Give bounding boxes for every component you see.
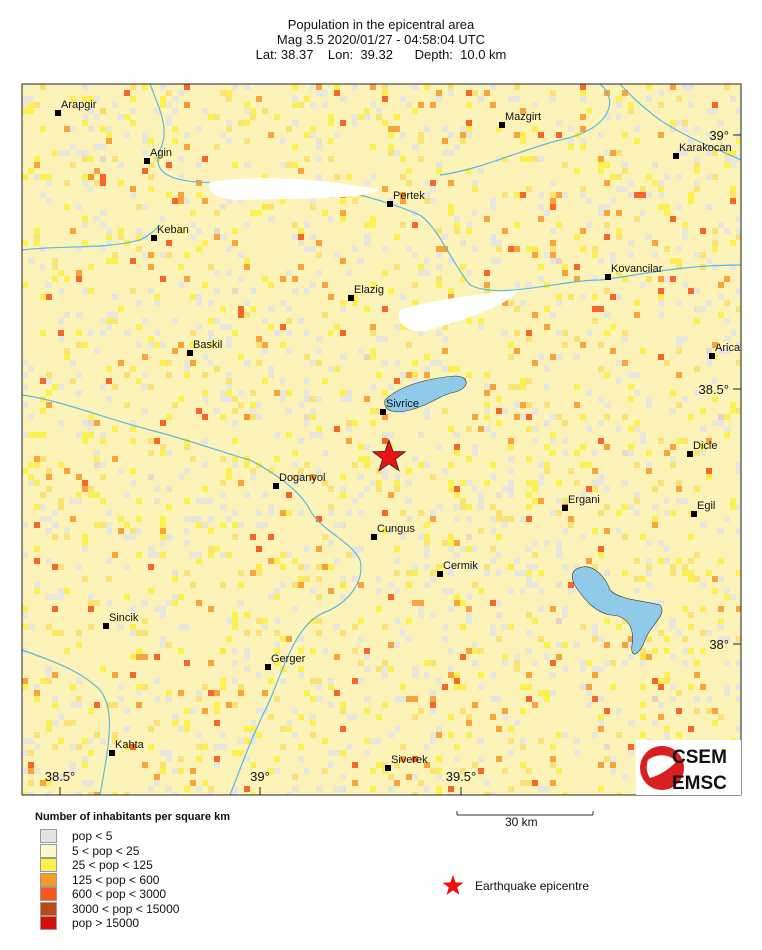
city-label: Dicle — [693, 440, 717, 452]
city-marker — [371, 534, 377, 540]
city-label: Gerger — [271, 653, 306, 665]
legend-swatch — [40, 901, 57, 916]
map-title: Population in the epicentral area — [287, 17, 475, 32]
legend-swatch — [40, 872, 57, 887]
city-marker — [273, 483, 279, 489]
city-marker — [151, 235, 157, 241]
scale-label: 30 km — [505, 815, 538, 829]
legend-item: 25 < pop < 125 — [40, 858, 153, 872]
reservoir-keban — [209, 178, 380, 200]
legend-label: 600 < pop < 3000 — [72, 887, 167, 901]
legend-label: 3000 < pop < 15000 — [72, 901, 180, 916]
legend-label: 5 < pop < 25 — [72, 843, 140, 858]
lat-label: 39° — [709, 128, 729, 143]
city-marker — [387, 201, 393, 207]
city-marker — [265, 664, 271, 670]
epicentre-legend-label: Earthquake epicentre — [475, 879, 590, 893]
legend-item: 125 < pop < 600 — [40, 872, 160, 887]
lat-label: 38° — [709, 637, 729, 652]
lon-label: 39.5° — [446, 769, 477, 784]
legend-label: pop > 15000 — [72, 916, 140, 930]
logo-csem: CSEM — [672, 747, 727, 768]
city-marker — [55, 110, 61, 116]
map-frame — [21, 83, 742, 796]
city-marker — [437, 571, 443, 577]
city-label: Sivrice — [386, 398, 419, 410]
city-marker — [709, 353, 715, 359]
legend-swatch — [40, 843, 57, 858]
logo-emsc: EMSC — [672, 773, 727, 794]
city-marker — [348, 295, 354, 301]
legend-label: 125 < pop < 600 — [72, 872, 160, 887]
city-marker — [687, 451, 693, 457]
city-label: Kahta — [115, 739, 145, 751]
city-label: Cungus — [377, 523, 415, 535]
city-label: Doganyol — [279, 472, 325, 484]
epicentre-star-icon[interactable] — [371, 438, 407, 472]
city-label: Cermik — [443, 560, 478, 572]
event-info: Mag 3.5 2020/01/27 - 04:58:04 UTC — [276, 32, 486, 47]
city-markers: Arapgir Mazgirt Agin Karakocan Pertek Keban Ko… — [55, 99, 741, 771]
city-label: Mazgirt — [505, 111, 541, 123]
legend-swatch — [40, 829, 57, 843]
city-marker — [605, 274, 611, 280]
legend-swatch — [40, 858, 57, 872]
city-marker — [103, 623, 109, 629]
city-label: Kovancilar — [611, 263, 663, 275]
legend-item: pop > 15000 — [40, 916, 139, 930]
lat-label: 38.5° — [698, 382, 729, 397]
scale-bar — [456, 811, 594, 816]
city-marker — [562, 505, 568, 511]
city-label: Arica — [715, 342, 741, 354]
city-marker — [499, 122, 505, 128]
city-marker — [385, 765, 391, 771]
legend-swatch — [40, 916, 57, 930]
legend-label: pop < 5 — [72, 829, 113, 843]
lon-label: 38.5° — [45, 769, 76, 784]
lon-label: 39° — [250, 769, 270, 784]
city-label: Elazig — [354, 284, 384, 296]
reservoir-ergani — [571, 566, 663, 655]
lake-hazar — [384, 375, 467, 413]
rivers — [22, 84, 741, 795]
reservoir-white — [399, 290, 520, 332]
legend-item: 3000 < pop < 15000 — [40, 901, 180, 916]
city-label: Agin — [150, 147, 172, 159]
city-marker — [144, 158, 150, 164]
city-label: Arapgir — [61, 99, 97, 111]
city-label: Egil — [697, 500, 715, 512]
city-marker — [109, 750, 115, 756]
city-marker — [691, 511, 697, 517]
city-label: Siverek — [391, 754, 428, 766]
city-marker — [380, 409, 386, 415]
legend-title: Number of inhabitants per square km — [35, 811, 230, 823]
city-label: Ergani — [568, 494, 600, 506]
legend-star-icon — [442, 875, 464, 895]
legend-item: 5 < pop < 25 — [40, 843, 140, 858]
city-marker — [673, 153, 679, 159]
event-location: Lat: 38.37 Lon: 39.32 Depth: 10.0 km — [255, 47, 507, 62]
legend-label: 25 < pop < 125 — [72, 858, 153, 872]
city-label: Pertek — [393, 190, 425, 202]
legend-swatch — [40, 887, 57, 901]
legend-item: pop < 5 — [40, 829, 112, 843]
csem-emsc-logo: CSEM EMSC — [636, 740, 741, 795]
city-label: Karakocan — [679, 142, 732, 154]
city-label: Keban — [157, 224, 189, 236]
city-label: Sincik — [109, 612, 139, 624]
legend-item: 600 < pop < 3000 — [40, 887, 166, 901]
map-background — [22, 84, 741, 795]
city-label: Baskil — [193, 339, 222, 351]
city-marker — [187, 350, 193, 356]
